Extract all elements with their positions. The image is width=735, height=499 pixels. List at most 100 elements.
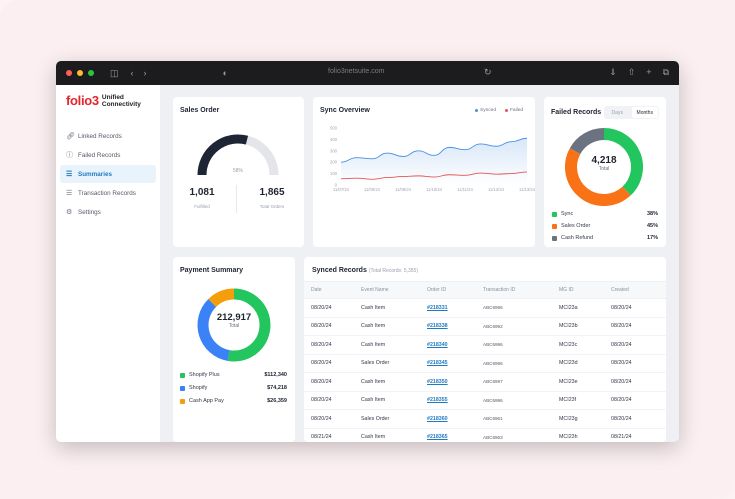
table-row[interactable]: 08/21/24 Cash Item #218365 ABC6963 MCI23h 08/… [304, 429, 666, 443]
legend-swatch [552, 235, 557, 241]
sync-overview-card: Sync Overview Synced Failed 0 100 200 300 40… [313, 97, 535, 247]
sales-order-card: Sales Order 58% 1,081 Fulfilled 1,865 To… [173, 97, 304, 247]
sidebar: folio3 Unified Connectivity 🔗︎ Linked Re… [56, 85, 160, 442]
failed-records-card: Failed Records Days Months 4,218 Total S… [544, 97, 666, 247]
share-icon[interactable]: ⇧ [627, 67, 636, 77]
total-orders-label: Total Orders [259, 204, 285, 209]
table-body: 08/20/24 Cash Item #218331 ABC6996 MCI23a 08/… [304, 299, 666, 442]
fulfilled-label: Fulfilled [194, 204, 210, 209]
cell-date: 08/20/24 [311, 397, 332, 404]
cell-event-name: Cash Item [361, 434, 386, 441]
payment-total-label: Total [228, 323, 240, 329]
toggle-months[interactable]: Months [631, 107, 658, 118]
series-line-synced [340, 137, 528, 163]
legend-swatch [180, 372, 185, 378]
column-header-event-name[interactable]: Event Name [361, 287, 389, 293]
sidebar-item-transaction-records[interactable]: ☰ Transaction Records [60, 184, 156, 202]
cell-created: 08/20/24 [611, 341, 632, 348]
cell-date: 08/20/24 [311, 378, 332, 385]
table-row[interactable]: 08/20/24 Cash Item #218340 ABC6996 MCI23c 08/… [304, 336, 666, 355]
legend-pct: 17% [646, 235, 658, 241]
legend-synced[interactable]: Synced [475, 108, 496, 113]
legend-amount: $74,218 [267, 385, 287, 391]
cell-order-id[interactable]: #218331 [427, 304, 448, 311]
cell-date: 08/20/24 [311, 323, 332, 330]
cell-order-id[interactable]: #218360 [427, 415, 448, 422]
total-orders-value: 1,865 [259, 187, 285, 198]
table-row[interactable]: 08/20/24 Cash Item #218338 ABC6992 MCI23b 08/… [304, 318, 666, 336]
shield-icon[interactable]: ◐ [222, 68, 228, 78]
tabs-overview-icon[interactable]: ⧉ [662, 67, 669, 77]
legend-synced-label: Synced [480, 108, 496, 113]
legend-pct: 45% [646, 223, 658, 229]
cell-order-id[interactable]: #218340 [427, 341, 448, 348]
table-row[interactable]: 08/20/24 Cash Item #218355 ABC6996 MCI23f 08/… [304, 392, 666, 410]
sidebar-toggle-icon[interactable]: ◫ [110, 67, 119, 78]
synced-records-subtitle: (Total Records: 5,355) [368, 268, 419, 274]
sidebar-item-label: Summaries [78, 170, 112, 178]
payment-donut-center: 212,917 Total [214, 312, 254, 329]
legend-swatch [180, 398, 185, 404]
fulfilled-stat: 1,081 Fulfilled [179, 187, 225, 209]
cell-order-id[interactable]: #218365 [427, 434, 448, 441]
synced-records-heading: Synced Records (Total Records: 5,355) [312, 267, 418, 274]
cell-order-id[interactable]: #218345 [427, 360, 448, 367]
minimize-window-button[interactable] [77, 70, 83, 76]
legend-label: Cash App Pay [189, 398, 224, 404]
legend-failed[interactable]: Failed [505, 108, 523, 113]
toggle-days[interactable]: Days [611, 109, 623, 116]
failed-legend-sync: Sync 38% [552, 211, 658, 217]
sidebar-item-label: Settings [78, 208, 101, 216]
y-tick-label: 400 [330, 137, 338, 142]
sidebar-item-linked-records[interactable]: 🔗︎ Linked Records [60, 127, 156, 145]
sales-order-gauge [197, 134, 279, 176]
total-orders-stat: 1,865 Total Orders [249, 187, 295, 209]
download-icon[interactable]: ⇓ [609, 67, 617, 77]
new-tab-icon[interactable]: + [646, 67, 652, 77]
x-tick-label: 11/12/24 [488, 187, 505, 192]
cell-event-name: Cash Item [361, 341, 386, 348]
cell-transaction-id: ABC6963 [483, 434, 503, 440]
folio3-logo[interactable]: folio3 Unified Connectivity [66, 93, 141, 108]
table-row[interactable]: 08/20/24 Cash Item #218350 ABC6997 MCI23e 08/… [304, 373, 666, 392]
column-header-date[interactable]: Date [311, 287, 322, 293]
cell-mg-id: MCI23g [559, 415, 578, 422]
x-tick-label: 11/08/24 [364, 187, 381, 192]
synced-records-table: Date Event Name Order ID Transaction ID … [304, 281, 666, 442]
failed-legend-cash-refund: Cash Refund 17% [552, 235, 658, 241]
cell-order-id[interactable]: #218355 [427, 397, 448, 404]
failed-slice-sales-order [565, 148, 631, 206]
table-row[interactable]: 08/20/24 Cash Item #218331 ABC6996 MCI23a 08/… [304, 299, 666, 318]
y-tick-label: 200 [330, 160, 338, 165]
column-header-created[interactable]: Created [611, 287, 629, 293]
alert-circle-icon: ⓘ [66, 152, 73, 159]
failed-slice-cash-refund [569, 128, 605, 155]
sidebar-item-settings[interactable]: ⚙ Settings [60, 203, 156, 221]
fulfilled-value: 1,081 [189, 187, 215, 198]
column-header-order-id[interactable]: Order ID [427, 287, 447, 293]
column-header-mg-id[interactable]: MG ID [559, 287, 574, 293]
address-bar[interactable]: folio3netsuite.com [328, 68, 385, 75]
y-tick-label: 300 [330, 148, 338, 153]
cell-mg-id: MCI23c [559, 341, 578, 348]
table-row[interactable]: 08/20/24 Sales Order #218345 ABC6996 MCI23d 0… [304, 355, 666, 373]
back-icon[interactable]: ‹ [130, 68, 134, 78]
cell-order-id[interactable]: #218350 [427, 378, 448, 385]
sidebar-item-failed-records[interactable]: ⓘ Failed Records [60, 146, 156, 164]
x-tick-label: 11/09/24 [395, 187, 412, 192]
cell-order-id[interactable]: #218338 [427, 323, 448, 330]
failed-slice-sync [603, 128, 643, 196]
maximize-window-button[interactable] [88, 70, 94, 76]
sidebar-item-summaries[interactable]: ☰ Summaries [60, 165, 156, 183]
table-row[interactable]: 08/20/24 Sales Order #218360 ABC6961 MCI23g 0… [304, 410, 666, 429]
payment-donut [197, 288, 271, 362]
browser-window: ◫ ‹ › ◐ folio3netsuite.com ↻ ⇓ ⇧ + ⧉ fol… [56, 61, 679, 442]
cell-transaction-id: ABC6992 [483, 323, 503, 329]
sync-overview-title: Sync Overview [320, 107, 370, 114]
reload-icon[interactable]: ↻ [484, 67, 492, 77]
column-header-transaction-id[interactable]: Transaction ID [483, 287, 516, 293]
failed-legend-sales-order: Sales Order 45% [552, 223, 658, 229]
gear-icon: ⚙ [66, 209, 73, 216]
close-window-button[interactable] [66, 70, 72, 76]
forward-icon[interactable]: › [143, 68, 147, 78]
